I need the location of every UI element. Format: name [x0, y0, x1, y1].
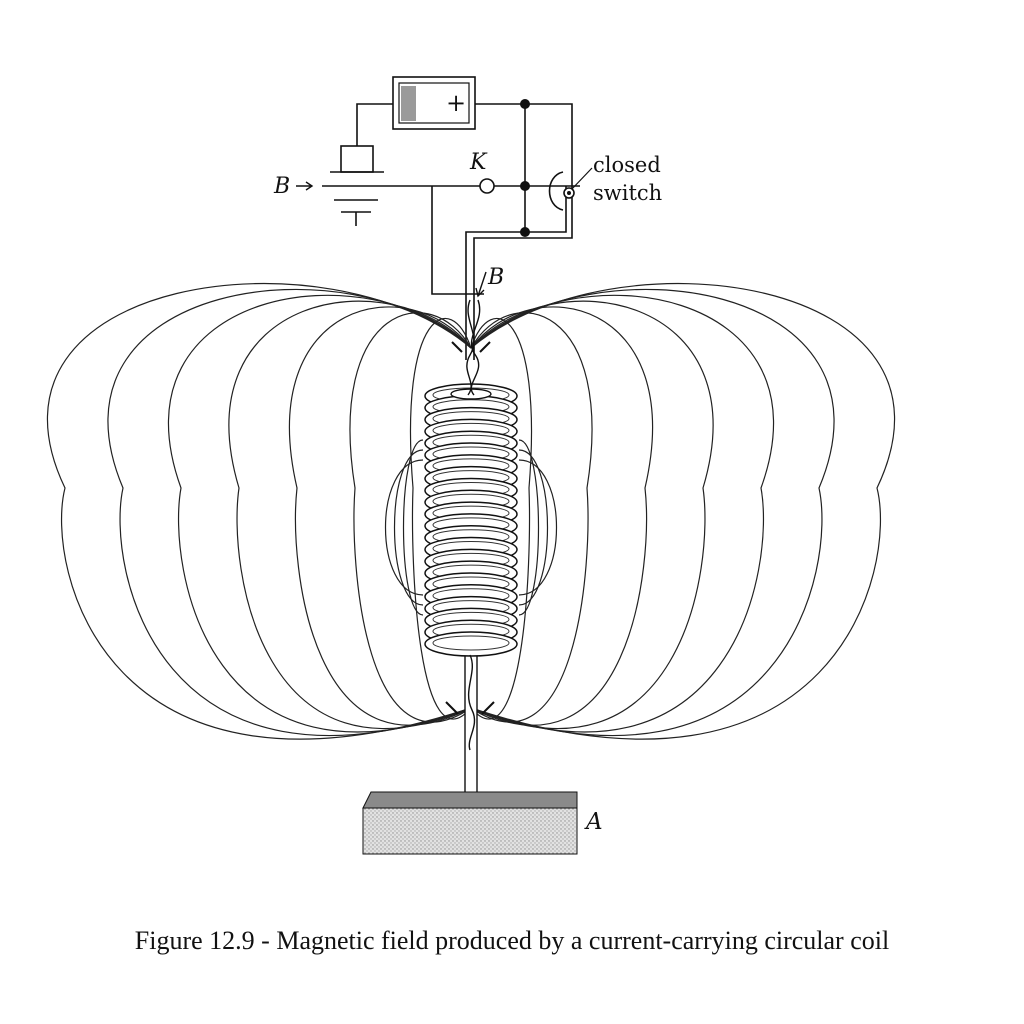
b-arrow-left — [296, 181, 314, 191]
key-terminal — [479, 178, 495, 194]
switch-arc — [548, 171, 564, 211]
field-line-inner — [518, 459, 558, 596]
base-label: A — [584, 809, 603, 835]
lower-lead-twist — [467, 654, 476, 751]
upper-lead-twist — [466, 299, 475, 396]
base-top — [362, 791, 578, 809]
field-arrow — [445, 701, 459, 715]
field-line — [409, 317, 472, 720]
battery-cell-shade — [401, 86, 416, 121]
closed-switch-label-line2: switch — [593, 181, 662, 205]
field-arrow — [481, 701, 495, 715]
field-line-inner — [384, 459, 424, 596]
top-wire — [356, 103, 393, 146]
b-arrow-wire — [475, 271, 487, 298]
field-arrow — [451, 341, 463, 353]
circular-coil — [423, 383, 519, 657]
closed-switch-label-line1: closed — [593, 153, 661, 177]
field-line — [470, 300, 714, 730]
field-line-inner — [518, 439, 540, 616]
left-lead-wire — [431, 186, 484, 295]
field-line — [167, 294, 472, 733]
field-lines — [47, 283, 895, 740]
return-wire — [473, 186, 573, 360]
field-line-inner — [402, 439, 424, 616]
top-wire-right — [475, 103, 573, 186]
field-line — [470, 317, 533, 720]
field-line — [228, 300, 472, 730]
field-line — [289, 306, 472, 726]
b-wire-label: B — [487, 265, 504, 290]
coil-turn-inner — [432, 635, 510, 651]
field-line — [470, 294, 775, 733]
b-left-label: B — [273, 174, 290, 199]
circuit — [322, 76, 593, 360]
key-label: K — [469, 150, 488, 175]
base-block — [362, 807, 578, 855]
field-arrow — [479, 341, 491, 353]
battery-plus-label: + — [446, 89, 466, 117]
cell-terminal — [340, 145, 374, 173]
circuit-nodes — [520, 99, 530, 237]
field-line — [470, 283, 895, 740]
field-line — [470, 288, 835, 736]
field-line — [470, 306, 653, 726]
field-line — [47, 283, 472, 740]
field-line — [107, 288, 472, 736]
field-line-inner — [393, 449, 424, 606]
field-line-inner — [518, 449, 549, 606]
figure-caption: Figure 12.9 - Magnetic field produced by… — [134, 926, 890, 955]
